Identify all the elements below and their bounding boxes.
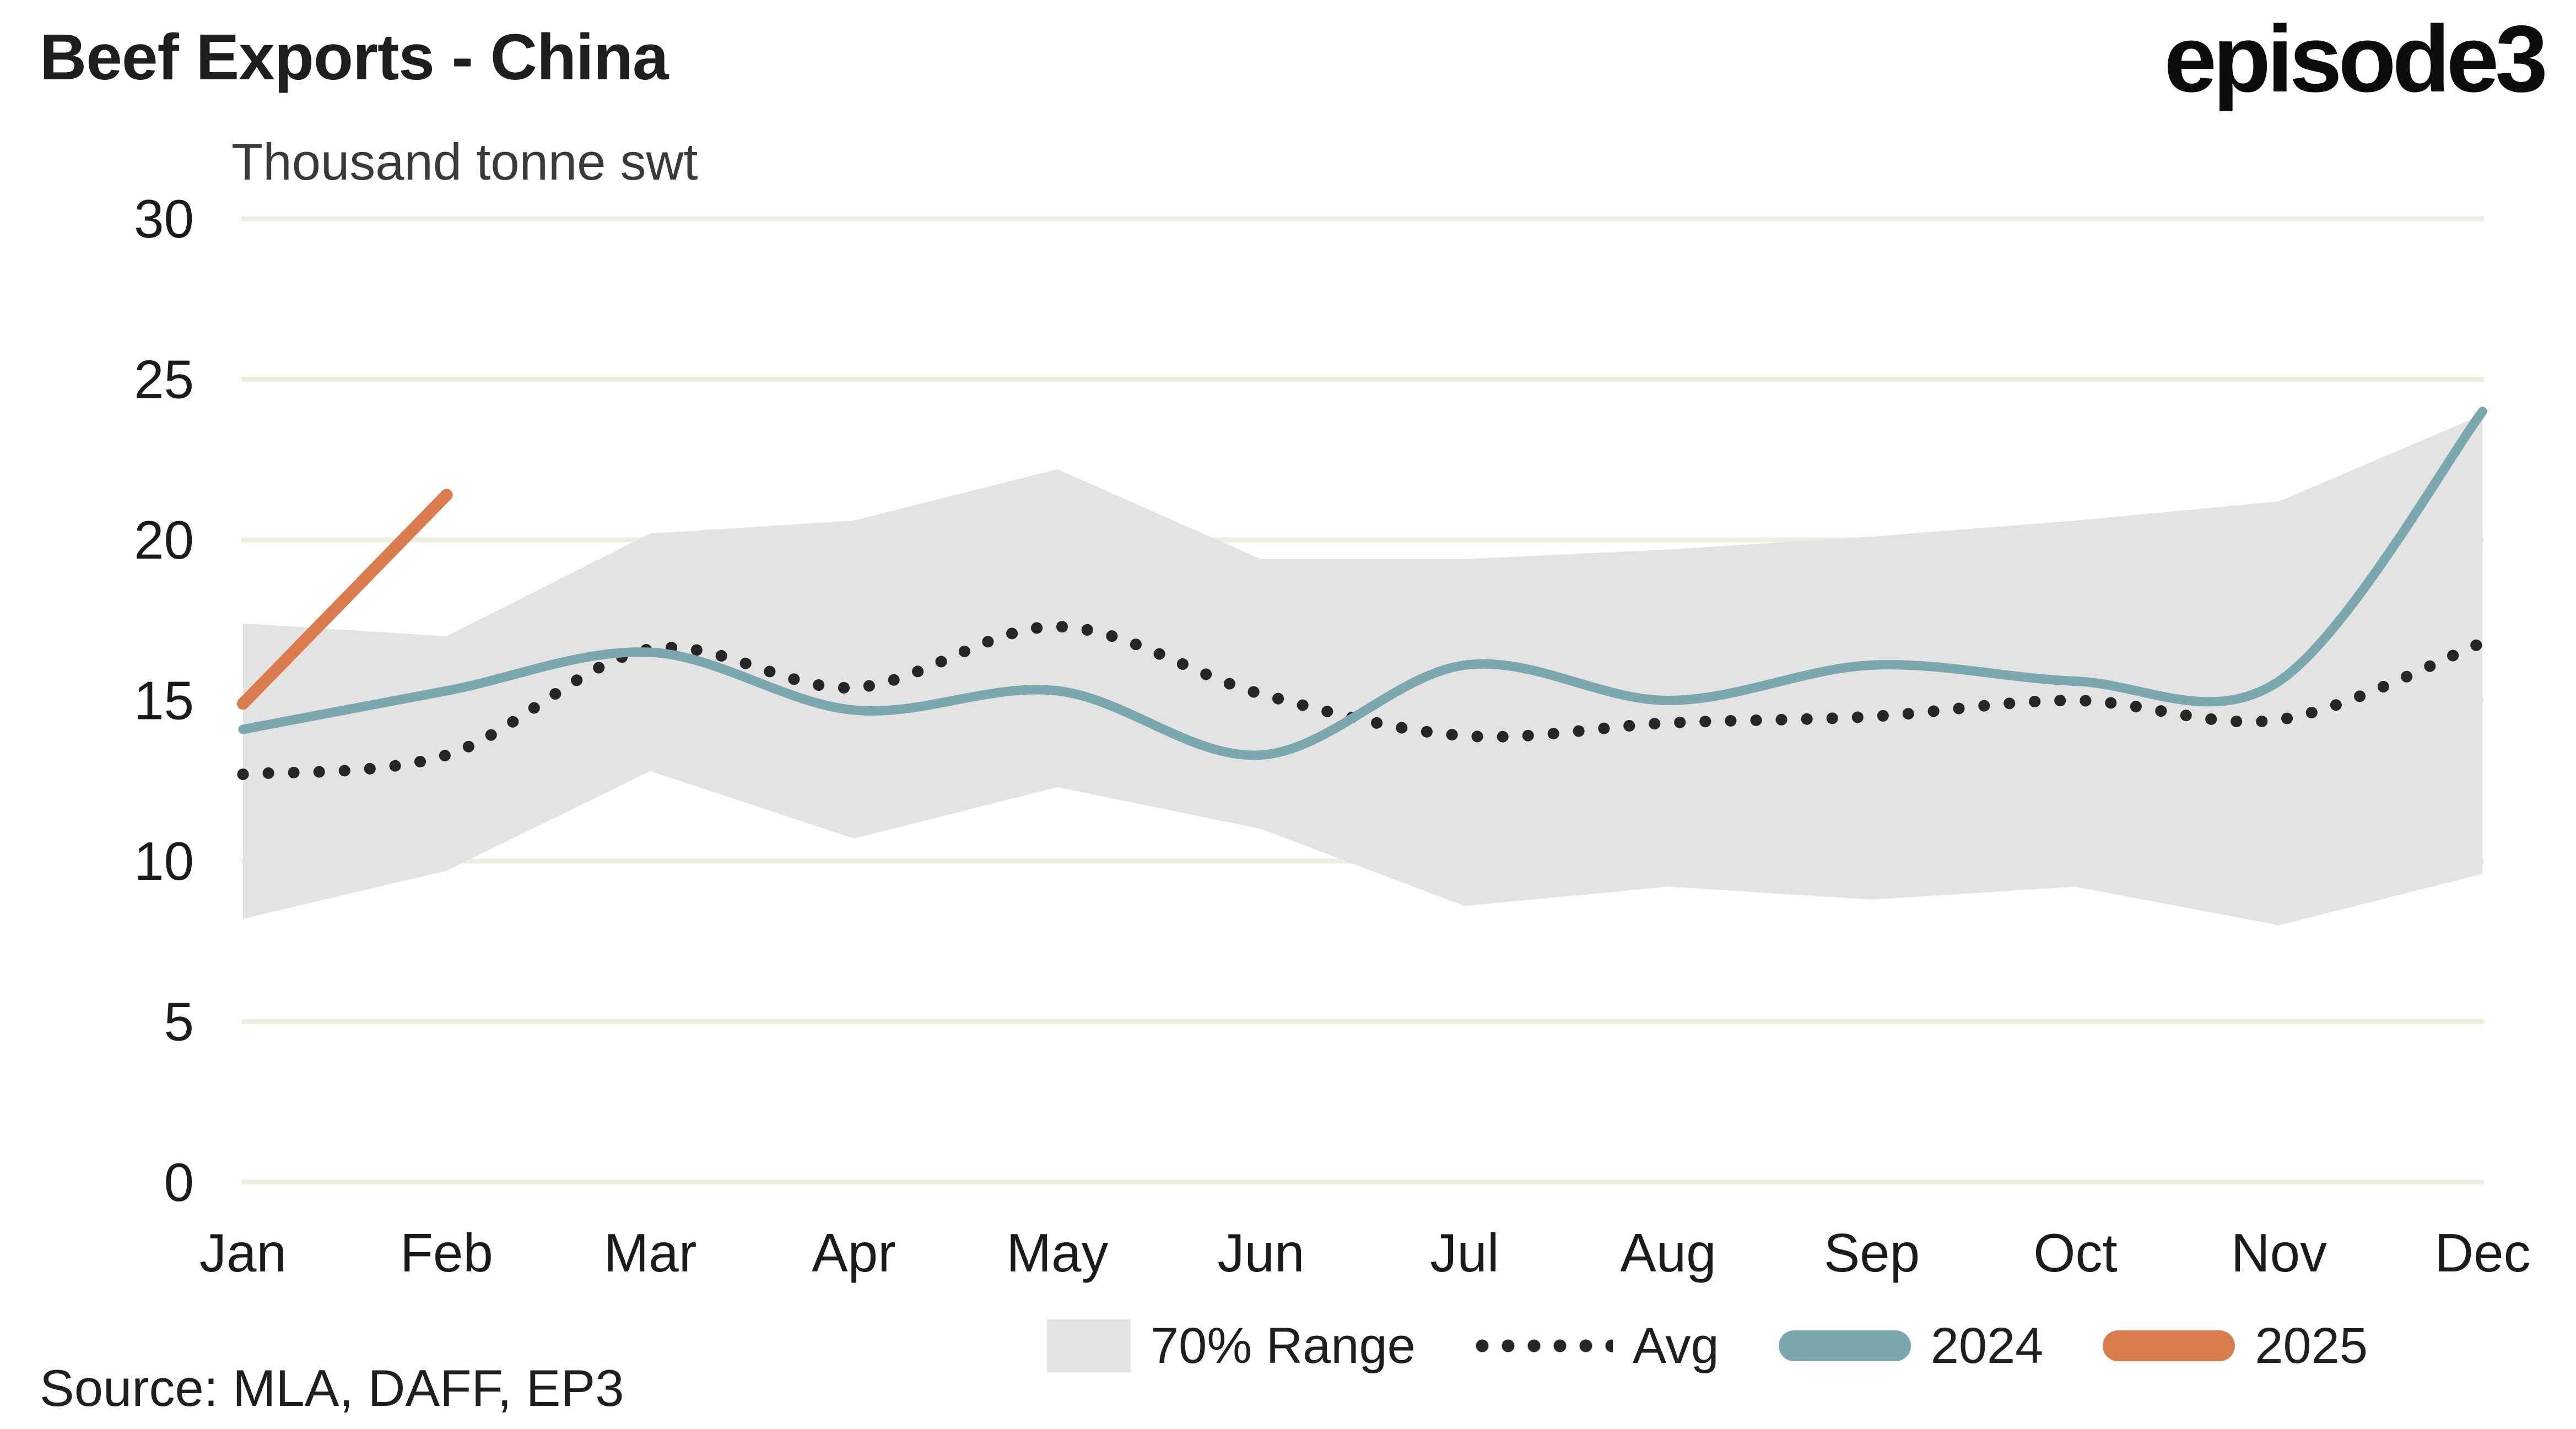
- legend-item-2025: 2025: [2103, 1317, 2368, 1375]
- x-tick-label: Mar: [604, 1222, 697, 1283]
- legend-label-avg: Avg: [1632, 1317, 1719, 1374]
- range-band-swatch-icon: [1047, 1319, 1131, 1372]
- legend-item-range: 70% Range: [1047, 1317, 1416, 1375]
- x-tick-label: Feb: [400, 1222, 493, 1283]
- legend-label-range: 70% Range: [1151, 1317, 1416, 1374]
- x-tick-label: Dec: [2434, 1222, 2530, 1283]
- y-tick-label: 5: [164, 992, 194, 1052]
- x-tick-label: Jan: [199, 1222, 287, 1283]
- legend-label-2025: 2025: [2255, 1317, 2368, 1374]
- x-tick-label: Jul: [1430, 1222, 1499, 1283]
- y-tick-label: 15: [134, 670, 194, 731]
- x-tick-label: Oct: [2033, 1222, 2117, 1283]
- page-title: Beef Exports - China: [40, 21, 669, 94]
- line-2024: [238, 407, 2487, 760]
- line-2025-swatch-icon: [2103, 1330, 2235, 1361]
- x-tick-label: Sep: [1824, 1222, 1920, 1283]
- avg-dotted-swatch-icon: [1475, 1339, 1613, 1353]
- y-tick-label: 20: [134, 510, 194, 570]
- x-tick-label: May: [1006, 1222, 1108, 1283]
- legend-label-2024: 2024: [1930, 1317, 2044, 1374]
- line-2024-swatch-icon: [1778, 1330, 1911, 1361]
- y-tick-label: 25: [134, 349, 194, 410]
- legend-item-2024: 2024: [1778, 1317, 2044, 1375]
- chart-legend: 70% Range Avg 2024 2025: [1047, 1310, 2368, 1382]
- episode3-logo: episode3: [2164, 6, 2548, 112]
- x-tick-label: Nov: [2231, 1222, 2327, 1283]
- y-tick-label: 10: [134, 831, 194, 891]
- y-tick-label: 0: [164, 1152, 194, 1213]
- legend-item-avg: Avg: [1475, 1317, 1719, 1375]
- y-tick-label: 30: [134, 188, 194, 249]
- source-note: Source: MLA, DAFF, EP3: [40, 1359, 624, 1417]
- x-tick-label: Aug: [1620, 1222, 1716, 1283]
- line-2025: [237, 489, 453, 710]
- y-axis-unit-label: Thousand tonne swt: [231, 133, 698, 191]
- x-tick-label: Jun: [1217, 1222, 1304, 1283]
- x-tick-label: Apr: [812, 1222, 896, 1283]
- range-band: [243, 414, 2483, 925]
